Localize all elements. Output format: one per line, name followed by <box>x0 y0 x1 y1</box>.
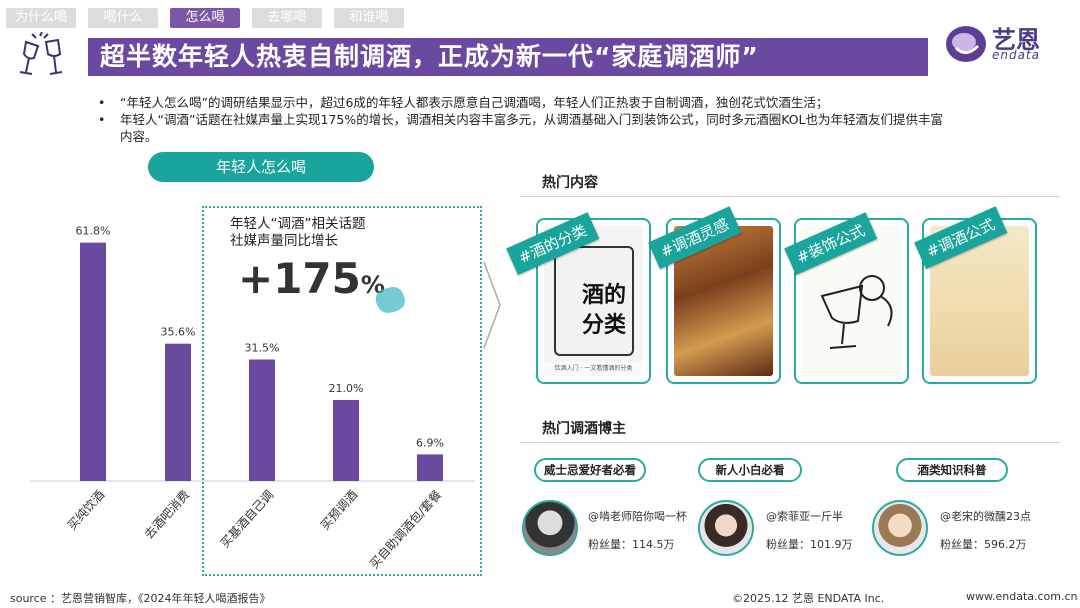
how-drink-bar-chart: 61.8% 买纯饮酒 35.6% 去酒吧消费 31.5% 买基酒自己调 21.0% 买预调酒 6… <box>30 225 475 571</box>
callout-title-line1: 年轻人“调酒”相关话题 <box>230 216 366 232</box>
bar <box>80 242 106 481</box>
section-pill: 年轻人怎么喝 <box>148 152 374 182</box>
blogger-fans: 粉丝量：596.2万 <box>940 538 1027 551</box>
endata-logo-icon <box>946 26 986 62</box>
divider <box>520 442 1060 443</box>
category-tick-label: 买基酒自己调 <box>218 488 277 551</box>
blogger-category: 新人小白必看 <box>698 458 802 482</box>
bullet-item: 年轻人“调酒”话题在社媒声量上实现175%的增长，调酒相关内容丰富多元，从调酒基… <box>98 111 948 145</box>
bar <box>417 454 443 481</box>
category-tick-label: 买自助调酒包/套餐 <box>366 487 444 571</box>
avatar[interactable] <box>872 500 928 556</box>
bar-value-label: 6.9% <box>416 436 444 449</box>
summary-bullets: “年轻人怎么喝”的调研结果显示中，超过6成的年轻人都表示愿意自己调酒喝，年轻人们… <box>98 94 948 145</box>
blogger-handle[interactable]: @老宋的微醺23点 <box>940 510 1031 523</box>
chevron-right-icon <box>483 261 501 349</box>
hot-content-label: 热门内容 <box>542 175 598 191</box>
callout-title-line2: 社媒声量同比增长 <box>230 233 338 249</box>
nav-tabs: 为什么喝 喝什么 怎么喝 去哪喝 和谁喝 <box>6 8 404 28</box>
bar <box>249 359 275 481</box>
bar-value-label: 31.5% <box>245 342 280 355</box>
growth-stat-value: +175 <box>238 254 361 303</box>
content-card[interactable]: 酒的分类 饮酒入门 · 一文看懂酒的分类 <box>536 218 651 384</box>
cheers-glasses-icon <box>19 32 63 75</box>
blogger-category: 酒类知识科普 <box>896 458 1008 482</box>
divider <box>520 196 1060 197</box>
category-tick-label: 买预调酒 <box>318 488 361 533</box>
decorative-blob-icon <box>375 287 405 313</box>
callout-title: 年轻人“调酒”相关话题 社媒声量同比增长 <box>230 216 430 250</box>
blogger-handle[interactable]: @啃老师陪你喝一杯 <box>588 510 687 523</box>
glass-sketch-icon <box>820 275 893 349</box>
card-cover-text: 酒的分类 <box>581 282 626 338</box>
category-tick-label: 买纯饮酒 <box>65 488 108 533</box>
callout-box <box>202 206 482 576</box>
bullet-item: “年轻人怎么喝”的调研结果显示中，超过6成的年轻人都表示愿意自己调酒喝，年轻人们… <box>98 94 948 111</box>
blogger-category: 威士忌爱好者必看 <box>534 458 646 482</box>
category-tick-label: 去酒吧消费 <box>142 488 193 542</box>
page-title: 超半数年轻人热衷自制调酒，正成为新一代“家庭调酒师” <box>88 38 928 76</box>
blogger-fans: 粉丝量：101.9万 <box>766 538 853 551</box>
bloggers-label: 热门调酒博主 <box>542 421 626 437</box>
avatar[interactable] <box>698 500 754 556</box>
logo-name: 艺恩 <box>992 26 1040 54</box>
tab-why[interactable]: 为什么喝 <box>6 8 76 28</box>
copyright: ©2025.12 艺恩 ENDATA Inc. <box>732 592 885 605</box>
blogger-fans: 粉丝量：114.5万 <box>588 538 675 551</box>
tab-what[interactable]: 喝什么 <box>88 8 158 28</box>
blogger-handle[interactable]: @索菲亚一斤半 <box>766 510 843 523</box>
growth-stat: +175% <box>238 254 385 303</box>
tab-where[interactable]: 去哪喝 <box>252 8 322 28</box>
tab-how[interactable]: 怎么喝 <box>170 8 240 28</box>
bar-value-label: 35.6% <box>161 326 196 339</box>
bar <box>333 400 359 481</box>
book-illustration <box>554 246 634 356</box>
website-link[interactable]: www.endata.com.cn <box>966 590 1078 603</box>
bar <box>165 343 191 481</box>
card-cover: 酒的分类 饮酒入门 · 一文看懂酒的分类 <box>544 226 643 376</box>
logo-sub: endata <box>992 48 1041 62</box>
source-note: source ：艺恩营销智库，《2024年年轻人喝酒报告》 <box>10 592 271 605</box>
card-caption: 饮酒入门 · 一文看懂酒的分类 <box>544 362 643 376</box>
tab-with-whom[interactable]: 和谁喝 <box>334 8 404 28</box>
bar-value-label: 61.8% <box>76 225 111 238</box>
avatar[interactable] <box>522 500 578 556</box>
bar-value-label: 21.0% <box>329 382 364 395</box>
